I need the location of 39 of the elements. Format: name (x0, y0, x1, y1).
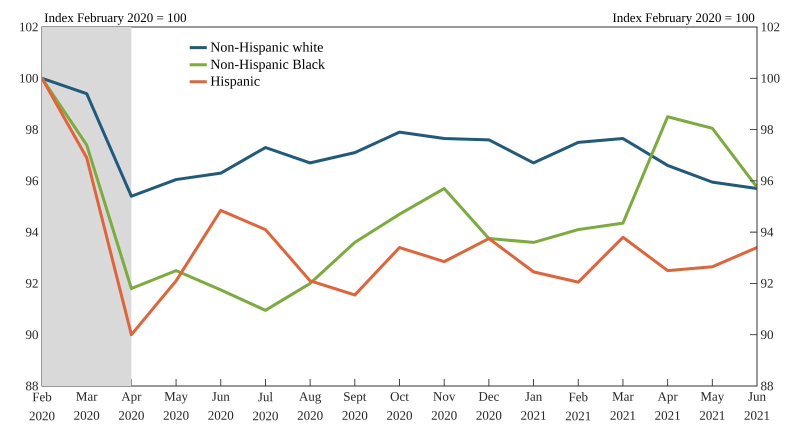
y-tick-label: 94 (760, 228, 774, 236)
y2-tick-label: 102 (20, 22, 38, 32)
y-tick-label: 92 (760, 279, 773, 288)
y-tick-label: 96 (760, 176, 774, 186)
x-tick-label: Jan 2021 (521, 392, 546, 420)
y2-tick-label: 92 (26, 279, 38, 288)
x-tick-label: May 2020 (164, 392, 189, 420)
x-tick-label: Jun 2021 (744, 392, 770, 420)
legend-label: Hispanic (210, 76, 260, 89)
y2-tick-label: 90 (26, 330, 38, 340)
x-tick-label: Nov 2020 (432, 392, 457, 420)
y2-tick-label: 88 (26, 382, 38, 390)
x-tick-label: Oct 2020 (387, 392, 412, 420)
x-tick-label: Apr 2021 (655, 392, 680, 420)
x-tick-label: Jun 2020 (208, 392, 234, 420)
x-tick-label: Sept 2020 (342, 392, 368, 420)
y-tick-label: 98 (760, 125, 774, 134)
x-tick-label: May 2021 (700, 392, 725, 420)
text: Index February 2020 = 100 (44, 12, 186, 25)
x-tick-label: Mar 2021 (610, 392, 636, 420)
line-series (42, 76, 757, 198)
x-tick-label: Apr 2020 (118, 392, 144, 420)
x-tick-label: Feb 2020 (30, 392, 55, 420)
x-tick-label: Aug 2020 (298, 392, 323, 420)
y-tick-label: 100 (762, 74, 780, 83)
legend-label: Non-Hispanic Black (210, 59, 325, 72)
y-tick-label: 90 (760, 330, 774, 340)
x-tick-label: Jul 2020 (253, 392, 278, 420)
legend-label: Non-Hispanic white (210, 42, 323, 55)
x-tick-label: Feb 2021 (566, 392, 590, 420)
y2-tick-label: 100 (20, 74, 38, 83)
x-tick-label: Dec 2020 (476, 392, 502, 420)
y2-tick-label: 94 (26, 228, 38, 236)
text: Index February 2020 = 100 (612, 12, 754, 25)
y-tick-label: 102 (762, 22, 780, 32)
x-tick-label: Mar 2020 (74, 392, 100, 420)
y-tick-label: 88 (761, 382, 774, 390)
y2-tick-label: 96 (26, 176, 38, 186)
y2-tick-label: 98 (26, 125, 38, 134)
